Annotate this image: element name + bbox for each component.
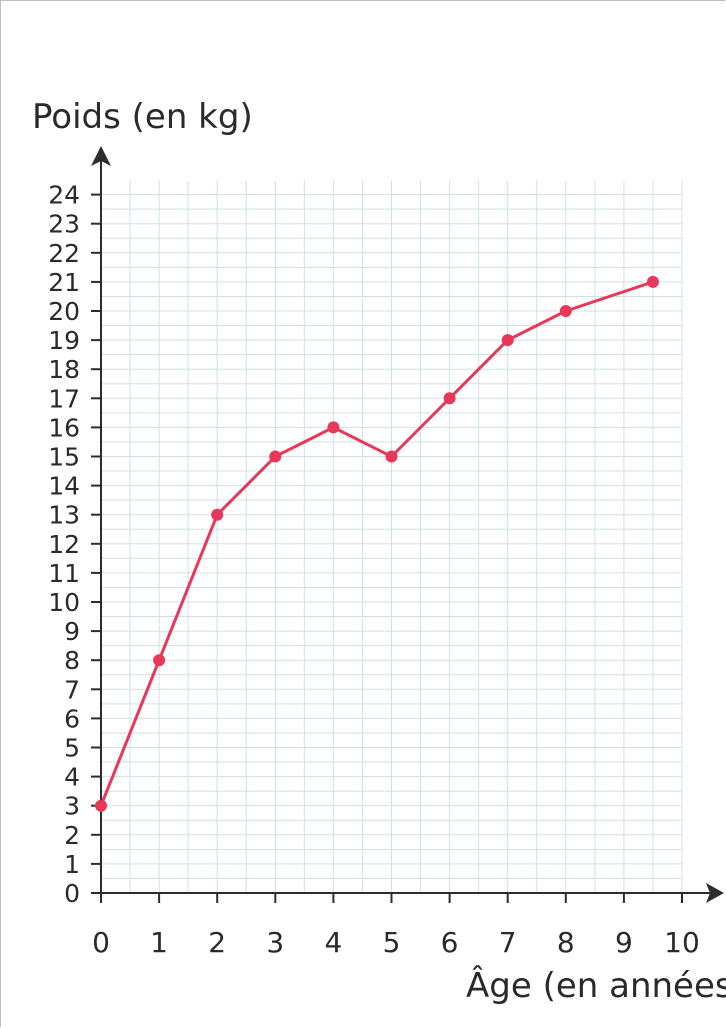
y-tick-label: 3: [64, 792, 80, 821]
data-point: [153, 654, 166, 667]
data-point: [646, 275, 659, 288]
data-point: [327, 421, 340, 434]
y-tick-label: 5: [64, 734, 80, 763]
y-tick-label: 24: [48, 181, 80, 210]
y-tick-label: 10: [48, 588, 80, 617]
y-tick-label: 16: [48, 413, 80, 442]
x-tick-label: 3: [266, 926, 284, 959]
y-tick-label: 6: [64, 704, 80, 733]
y-axis-arrow-icon: [91, 146, 111, 166]
y-tick-label: 19: [48, 326, 80, 355]
y-tick-label: 22: [48, 239, 80, 268]
x-axis-arrow-icon: [706, 883, 724, 903]
data-point: [559, 305, 572, 317]
x-tick-label: 6: [441, 926, 459, 959]
x-tick-label: 8: [557, 926, 575, 959]
data-point: [501, 334, 514, 347]
x-tick-label: 9: [615, 926, 633, 959]
y-tick-label: 17: [48, 384, 80, 413]
x-tick-label: 1: [150, 926, 168, 959]
y-tick-label: 23: [48, 210, 80, 239]
y-tick-label: 15: [48, 443, 80, 472]
data-point: [95, 799, 107, 812]
grid: [100, 180, 683, 894]
axes: [91, 146, 724, 903]
y-axis-title: Poids (en kg): [32, 97, 253, 137]
y-tick-label: 18: [48, 355, 80, 384]
y-tick-label: 8: [64, 646, 80, 675]
y-tick-label: 21: [48, 268, 80, 297]
y-tick-label: 7: [64, 675, 80, 704]
x-tick-label: 0: [92, 926, 110, 959]
data-point: [385, 450, 398, 463]
series-line: [99, 280, 654, 807]
x-tick-label: 10: [664, 926, 700, 959]
x-tick-label: 4: [324, 926, 342, 959]
y-tick-label: 20: [48, 297, 80, 326]
x-tick-label: 5: [383, 926, 401, 959]
y-tick-label: 0: [64, 879, 80, 908]
y-tick-label: 9: [64, 617, 80, 646]
y-tick-label: 12: [48, 530, 80, 559]
data-point: [211, 508, 224, 521]
axis-ticks: [91, 193, 683, 903]
series-weight: [95, 275, 659, 812]
data-point: [269, 450, 282, 463]
x-tick-label: 7: [499, 926, 517, 959]
y-tick-label: 2: [64, 821, 80, 850]
x-axis-title: Âge (en années): [466, 965, 726, 1006]
data-point: [443, 392, 456, 405]
y-tick-label: 13: [48, 501, 80, 530]
y-tick-label: 1: [64, 850, 80, 879]
tick-labels: 0123456789101112131415161718192021222324…: [48, 181, 700, 959]
x-tick-label: 2: [208, 926, 226, 959]
y-tick-label: 11: [48, 559, 80, 588]
y-tick-label: 4: [64, 763, 80, 792]
y-tick-label: 14: [48, 472, 80, 501]
